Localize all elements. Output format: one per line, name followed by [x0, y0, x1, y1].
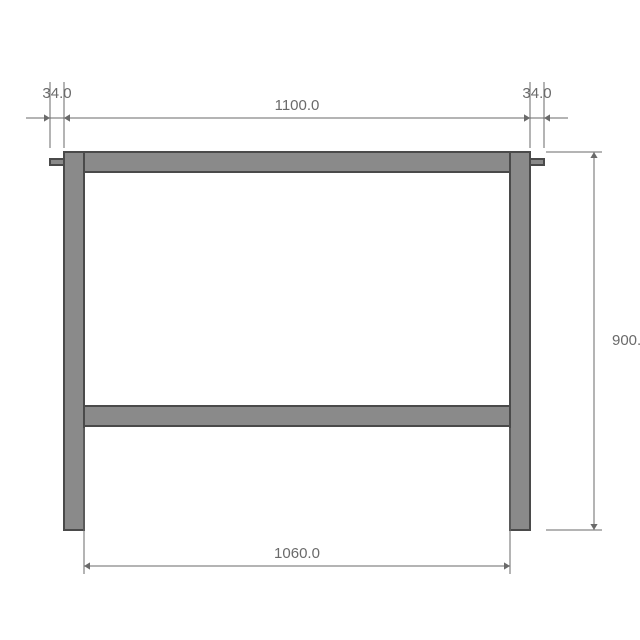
dim-top-right: 34.0: [522, 85, 551, 102]
dim-bottom-center: 1060.0: [274, 545, 320, 562]
frame: [50, 152, 544, 530]
dim-top-center: 1100.0: [275, 97, 320, 114]
engineering-drawing: 1100.0 34.0 34.0 1060.0 900.0: [0, 0, 640, 640]
dim-top-left: 34.0: [42, 85, 71, 102]
dim-right-side: 900.0: [612, 332, 640, 349]
